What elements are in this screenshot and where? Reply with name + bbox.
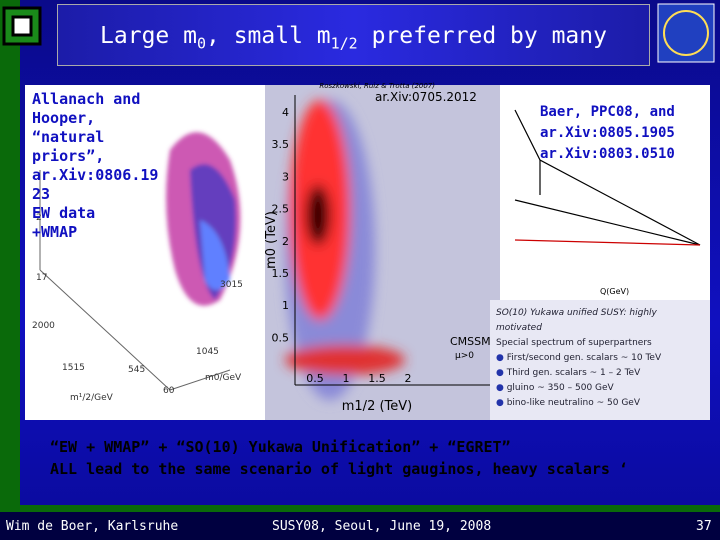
text-line: priors”, (32, 147, 105, 165)
label: 1 (343, 372, 350, 385)
text-line: “EW + WMAP” + “SO(10) Yukawa Unification… (50, 438, 511, 456)
label: 17 (36, 273, 47, 283)
3d-axes (39, 170, 231, 391)
label: 1045 (196, 347, 219, 357)
3d-labels: 2000 1515 545 60 1045 3015 17 2 m¹/2/GeV m0/GeV (32, 213, 243, 403)
legend: CMSSM (450, 335, 491, 348)
text-line: ar.Xiv:0806.19 (32, 166, 159, 184)
label: 2.5 (272, 203, 290, 216)
left-text: Allanach and Hooper, “natural priors”, ar.Xi… (32, 90, 158, 242)
bullet: ● gluino ~ 350 – 500 GeV (496, 383, 614, 393)
bullet: ● bino-like neutralino ~ 50 GeV (496, 398, 640, 408)
cms-logo-ring (663, 10, 709, 56)
text-line: Baer, PPC08, and (540, 104, 675, 120)
box-subtitle: Special spectrum of superpartners (496, 338, 652, 348)
label: 1.5 (368, 372, 386, 385)
footer: Wim de Boer, Karlsruhe SUSY08, Seoul, Ju… (0, 512, 720, 540)
box-title: SO(10) Yukawa unified SUSY: highly motiv… (496, 308, 657, 333)
label: m0/GeV (205, 373, 242, 383)
right-text: Baer, PPC08, and ar.Xiv:0805.1905 ar.Xiv:0… (540, 102, 675, 165)
info-box: SO(10) Yukawa unified SUSY: highly motiv… (490, 300, 710, 420)
x-label: m1/2 (TeV) (342, 399, 412, 414)
bullet: ● First/second gen. scalars ~ 10 TeV (496, 353, 662, 363)
conclusion: “EW + WMAP” + “SO(10) Yukawa Unification… (50, 436, 628, 480)
label: 60 (163, 386, 175, 396)
text-line: ar.Xiv:0805.1905 (540, 125, 675, 141)
label: 2000 (32, 321, 55, 331)
reference: ar.Xiv:0705.2012 (375, 90, 477, 104)
label: 1 (282, 299, 289, 312)
label: 1.5 (272, 267, 290, 280)
cms-logo (657, 3, 715, 63)
label: 0.5 (306, 372, 324, 385)
label: 2 (36, 213, 42, 223)
side-bar (0, 0, 20, 512)
label: 4 (282, 106, 289, 119)
label: 3 (282, 170, 289, 183)
logo-inner (11, 15, 33, 37)
label: 2 (405, 372, 412, 385)
label: 3.5 (272, 138, 290, 151)
text-line: 23 (32, 185, 51, 203)
text-line: “natural (32, 128, 105, 146)
bullet-text: bino-like neutralino ~ 50 GeV (506, 398, 640, 408)
bullet: ● Third gen. scalars ~ 1 – 2 TeV (496, 368, 641, 378)
right-plot-bg (500, 85, 710, 300)
text-line: +WMAP (32, 223, 78, 241)
text-line: Hooper, (32, 109, 96, 127)
label: 2 (282, 235, 289, 248)
label: 3015 (220, 280, 243, 290)
footer-author: Wim de Boer, Karlsruhe (6, 519, 179, 534)
bullet-text: First/second gen. scalars ~ 10 TeV (506, 353, 662, 363)
text-line: ar.Xiv:0803.0510 (540, 146, 675, 162)
y-label: m0 (TeV) (264, 211, 279, 269)
bullet-text: Third gen. scalars ~ 1 – 2 TeV (506, 368, 641, 378)
title-sub: 0 (196, 34, 206, 53)
3d-surface (166, 132, 241, 306)
title-text: , small m (206, 23, 331, 49)
right-x-label: Q(GeV) (600, 287, 629, 296)
label: 1515 (62, 363, 85, 373)
footer-event: SUSY08, Seoul, June 19, 2008 (272, 519, 492, 534)
ticks: 4 3.5 3 2.5 2 1.5 1 0.5 0.5 1 1.5 2 (272, 106, 412, 385)
text-line: Allanach and (32, 90, 141, 108)
title: Large m0, small m1/2 preferred by many (57, 4, 650, 66)
title-text: preferred by many (357, 23, 607, 49)
label: 545 (128, 365, 145, 375)
credit: Roszkowski, Ruiz & Trotta (2007) (319, 82, 435, 90)
bullets: ● First/second gen. scalars ~ 10 TeV ● Th… (496, 351, 704, 411)
text-line: EW data (32, 204, 96, 222)
running-couplings (514, 109, 701, 246)
label: 0.5 (272, 331, 290, 344)
legend: μ>0 (455, 351, 474, 361)
bottom-bar (0, 505, 720, 512)
title-text: Large m (100, 23, 197, 49)
title-sub: 1/2 (330, 34, 358, 53)
text-line: ALL lead to the same scenario of light g… (50, 460, 628, 478)
label: m¹/2/GeV (70, 393, 114, 403)
page-number: 37 (696, 519, 712, 534)
bullet-text: gluino ~ 350 – 500 GeV (506, 383, 614, 393)
likelihood-map (285, 100, 405, 400)
